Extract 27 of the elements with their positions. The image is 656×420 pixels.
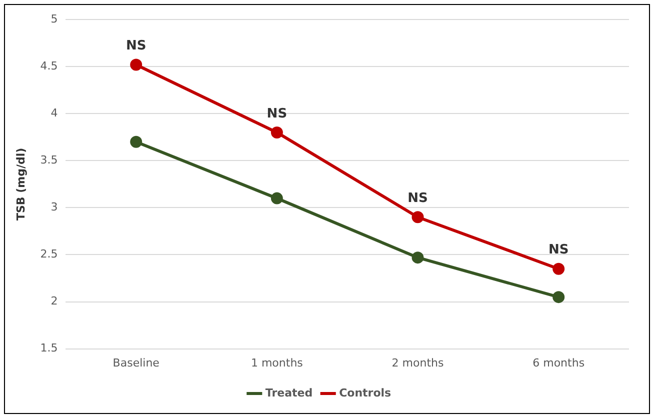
y-tick-label: 2	[50, 294, 58, 308]
point	[270, 192, 283, 204]
annotation: NS	[408, 190, 428, 206]
x-tick-label: 2 months	[392, 356, 444, 370]
y-tick-label: 4	[50, 106, 58, 120]
legend-label: Controls	[339, 386, 392, 400]
y-axis-title: TSB (mg/dl)	[14, 148, 28, 221]
legend-label: Treated	[265, 386, 313, 400]
annotation: NS	[126, 38, 146, 54]
y-tick-label: 3.5	[40, 154, 58, 167]
point	[552, 262, 565, 275]
y-tick-label: 5	[50, 12, 58, 26]
x-tick-label: 1 months	[250, 356, 304, 370]
point	[270, 126, 283, 138]
x-tick-label: Baseline	[112, 356, 160, 370]
annotation: NS	[548, 242, 569, 258]
x-tick-label: 6 months	[532, 356, 585, 370]
y-tick-label: 4.5	[40, 59, 58, 72]
point	[412, 252, 424, 264]
y-tick-label: 1.5	[40, 342, 58, 355]
point	[412, 211, 424, 224]
point	[130, 136, 142, 148]
y-tick-label: 2.5	[40, 248, 58, 261]
annotation: NS	[266, 106, 288, 122]
point	[552, 291, 565, 304]
y-tick-label: 3	[50, 200, 58, 214]
point	[130, 58, 142, 71]
